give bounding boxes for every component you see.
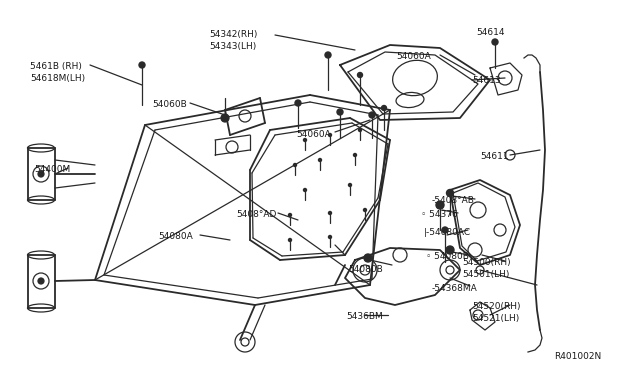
Text: 54618M(LH): 54618M(LH) xyxy=(30,74,85,83)
Circle shape xyxy=(289,214,291,217)
Text: 54060B: 54060B xyxy=(152,100,187,109)
Circle shape xyxy=(328,212,332,215)
Text: |-54080AC: |-54080AC xyxy=(424,228,471,237)
Text: 54060A: 54060A xyxy=(296,130,331,139)
Circle shape xyxy=(349,183,351,186)
Circle shape xyxy=(38,171,44,177)
Text: 5408°AD: 5408°AD xyxy=(236,210,276,219)
Circle shape xyxy=(303,138,307,141)
Circle shape xyxy=(436,201,444,209)
Text: 54614: 54614 xyxy=(476,28,504,37)
Circle shape xyxy=(319,158,321,161)
Circle shape xyxy=(358,73,362,77)
Circle shape xyxy=(381,106,387,110)
Text: 54342(RH): 54342(RH) xyxy=(209,30,257,39)
Circle shape xyxy=(328,235,332,238)
Circle shape xyxy=(447,189,454,196)
Text: 54080A: 54080A xyxy=(158,232,193,241)
Circle shape xyxy=(446,246,454,254)
Text: ◦ 54376: ◦ 54376 xyxy=(421,210,458,219)
Circle shape xyxy=(353,154,356,157)
Text: 54500(RH): 54500(RH) xyxy=(462,258,511,267)
Text: 54611: 54611 xyxy=(480,152,509,161)
Text: 5461B (RH): 5461B (RH) xyxy=(30,62,82,71)
Circle shape xyxy=(325,52,331,58)
Text: 54521(LH): 54521(LH) xyxy=(472,314,519,323)
Text: -5408°AB: -5408°AB xyxy=(432,196,475,205)
Circle shape xyxy=(303,189,307,192)
Text: 54501(LH): 54501(LH) xyxy=(462,270,509,279)
Text: -54368MA: -54368MA xyxy=(432,284,477,293)
Text: ◦ 54080B: ◦ 54080B xyxy=(426,252,469,261)
Circle shape xyxy=(38,278,44,284)
Circle shape xyxy=(295,100,301,106)
Circle shape xyxy=(369,112,375,118)
Text: R401002N: R401002N xyxy=(554,352,601,361)
Circle shape xyxy=(364,208,367,212)
Circle shape xyxy=(294,164,296,167)
Text: 54343(LH): 54343(LH) xyxy=(209,42,256,51)
Circle shape xyxy=(364,254,372,262)
Circle shape xyxy=(289,238,291,241)
Text: 54613: 54613 xyxy=(472,76,500,85)
Circle shape xyxy=(442,227,448,233)
Text: 5436BM: 5436BM xyxy=(346,312,383,321)
Text: 54080B: 54080B xyxy=(348,265,383,274)
Text: 54060A: 54060A xyxy=(396,52,431,61)
Circle shape xyxy=(221,114,229,122)
Circle shape xyxy=(337,109,343,115)
Text: 54520(RH): 54520(RH) xyxy=(472,302,520,311)
Circle shape xyxy=(328,134,332,137)
Circle shape xyxy=(139,62,145,68)
Circle shape xyxy=(358,128,362,131)
Circle shape xyxy=(492,39,498,45)
Text: 54400M: 54400M xyxy=(34,165,70,174)
